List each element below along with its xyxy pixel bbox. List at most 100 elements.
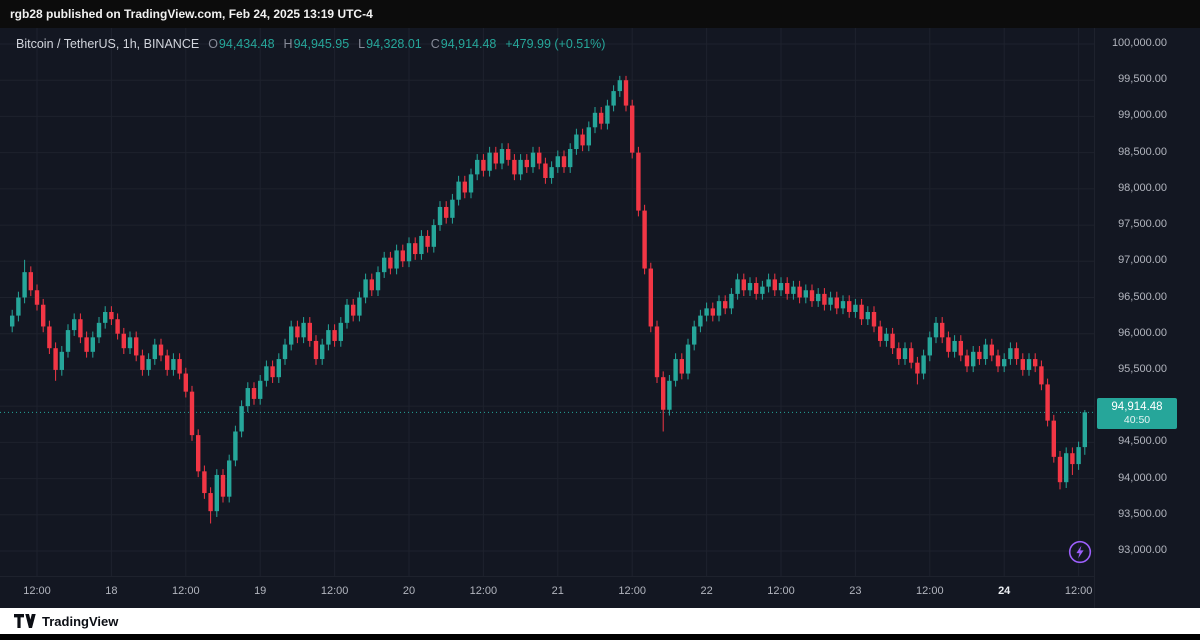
candle-body: [487, 152, 492, 171]
candle-body: [369, 279, 374, 291]
y-tick-label: 96,000.00: [1118, 326, 1167, 339]
candle-body: [543, 163, 548, 178]
candle-body: [791, 286, 796, 294]
candle-body: [1033, 359, 1038, 367]
ohlc-high-label: H: [283, 37, 293, 51]
candle-body: [586, 127, 591, 146]
chart-legend[interactable]: Bitcoin / TetherUS, 1h, BINANCE O94,434.4…: [16, 37, 605, 51]
candle-body: [28, 272, 33, 291]
price-axis[interactable]: 100,000.00 99,500.00 99,000.00 98,500.00 98,…: [1094, 28, 1200, 608]
candle-body: [375, 272, 381, 291]
candle-body: [661, 377, 666, 410]
candle-body: [444, 206, 449, 218]
candle-body: [382, 257, 387, 273]
candle-body: [630, 105, 635, 153]
candle-body: [512, 159, 517, 175]
top-bar: rgb28 published on TradingView.com, Feb …: [0, 0, 1200, 28]
candle-body: [332, 330, 337, 341]
y-tick-label: 94,000.00: [1118, 471, 1167, 484]
candle-body: [977, 351, 982, 360]
candle-body: [468, 174, 474, 193]
candle-body: [580, 134, 585, 146]
candle-body: [933, 322, 939, 338]
candle-body: [555, 156, 560, 168]
candle-body: [710, 308, 715, 316]
candle-body: [1002, 359, 1007, 367]
candle-body: [499, 149, 505, 164]
candle-body: [84, 337, 89, 352]
ohlc-close-value: 94,914.48: [440, 37, 497, 51]
candle-body: [878, 326, 883, 341]
candle-body: [103, 311, 108, 323]
y-tick-label: 95,500.00: [1118, 362, 1167, 375]
y-tick-label: 98,500.00: [1118, 145, 1167, 158]
candle-body: [481, 159, 486, 171]
x-tick-label: 12:00: [618, 585, 646, 597]
candle-body: [754, 283, 759, 294]
candle-body: [692, 326, 697, 345]
candle-body: [995, 355, 1001, 367]
candle-body: [766, 279, 771, 287]
candle-body: [667, 380, 672, 410]
tradingview-link[interactable]: TradingView: [14, 614, 118, 629]
candle-body: [41, 304, 46, 327]
candle-body: [437, 206, 443, 226]
candle-body: [735, 279, 740, 294]
price-chart[interactable]: [0, 28, 1200, 576]
candle-body: [518, 159, 523, 175]
y-tick-label: 98,000.00: [1118, 181, 1167, 194]
candle-body: [338, 322, 343, 341]
current-price-badge[interactable]: 94,914.48 40:50: [1097, 398, 1177, 430]
candle-body: [16, 297, 21, 316]
candle-body: [78, 319, 83, 338]
candle-body: [654, 326, 660, 378]
footer: TradingView: [0, 608, 1200, 634]
candle-body: [227, 460, 232, 497]
y-tick-label: 100,000.00: [1111, 37, 1167, 49]
x-tick-label: 18: [105, 585, 118, 597]
candle-body: [723, 301, 728, 309]
x-tick-label: 22: [700, 585, 713, 597]
tradingview-brand-text: TradingView: [42, 613, 119, 629]
candle-body: [152, 344, 157, 360]
y-tick-label: 94,500.00: [1118, 435, 1167, 448]
candle-body: [326, 330, 331, 345]
candle-body: [127, 337, 133, 349]
candle-body: [778, 283, 784, 291]
candle-body: [351, 304, 356, 316]
candle-body: [72, 319, 77, 331]
candle-body: [140, 355, 145, 370]
candle-body: [22, 272, 27, 298]
candle-body: [462, 181, 467, 193]
candle-body: [146, 359, 151, 370]
candle-body: [983, 344, 988, 360]
candle-body: [803, 290, 808, 298]
x-tick-label: 21: [551, 585, 564, 597]
candle-body: [47, 326, 52, 349]
bottom-strip: [0, 634, 1200, 640]
x-tick-label: 12:00: [916, 585, 944, 597]
lightning-button[interactable]: [1068, 540, 1092, 564]
candle-body: [940, 322, 945, 338]
time-axis[interactable]: 12:00 18 12:00 19 12:00 20 12:00 21 12:00 22 12:00…: [0, 576, 1094, 609]
candle-body: [642, 210, 647, 269]
candle-body: [65, 330, 71, 352]
candle-body: [840, 301, 846, 309]
y-tick-label: 97,500.00: [1118, 218, 1167, 231]
candle-body: [834, 297, 839, 309]
candle-body: [1045, 384, 1050, 421]
candle-body: [611, 91, 616, 106]
candle-body: [10, 315, 15, 327]
candle-body: [475, 159, 480, 175]
candle-body: [1051, 420, 1056, 457]
candle-body: [506, 149, 511, 160]
candle-body: [282, 344, 288, 360]
tradingview-logo-icon: [14, 614, 36, 628]
candle-body: [239, 406, 244, 432]
candle-body: [902, 348, 908, 360]
candle-body: [115, 319, 120, 334]
symbol-title[interactable]: Bitcoin / TetherUS, 1h, BINANCE: [16, 37, 200, 51]
bar-countdown: 40:50: [1123, 414, 1151, 427]
candle-body: [828, 297, 833, 305]
candle-body: [233, 431, 238, 461]
